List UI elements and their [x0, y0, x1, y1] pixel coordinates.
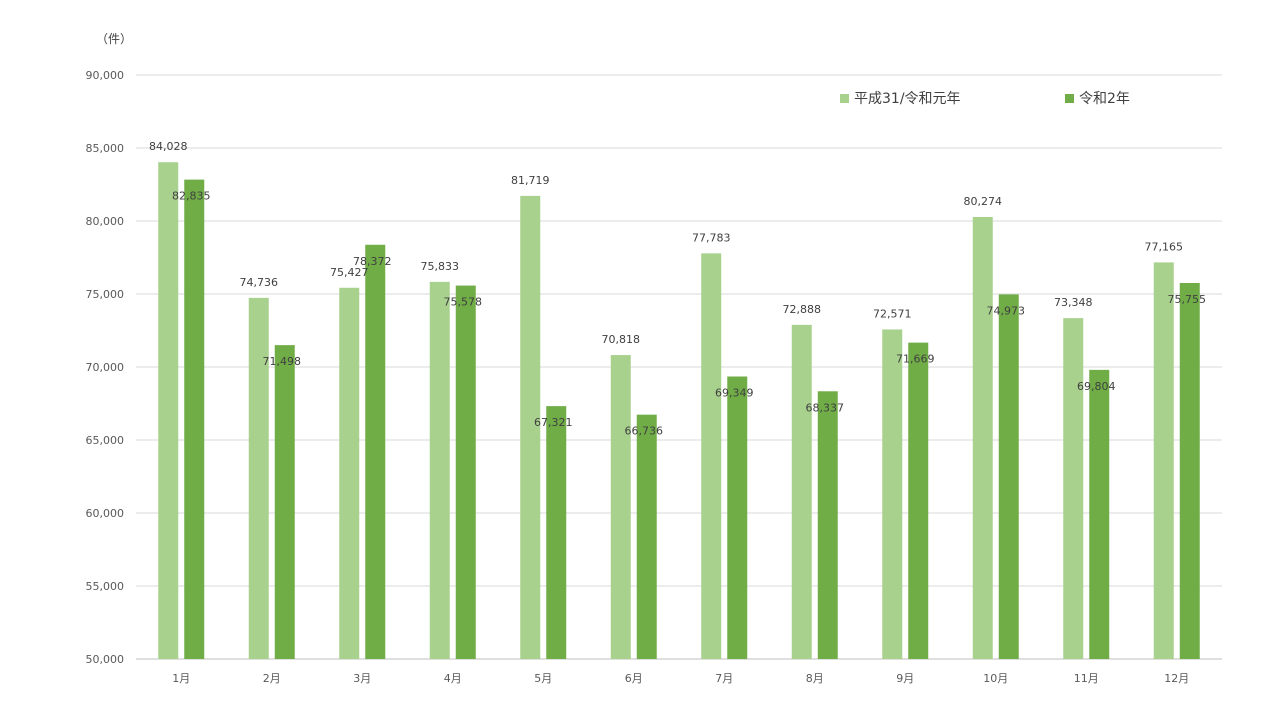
bar-series-2	[998, 294, 1019, 659]
x-tick-label: 12月	[1164, 672, 1189, 685]
bar-series-1	[1063, 318, 1084, 659]
data-label-series-2: 69,804	[1077, 380, 1116, 393]
legend-label-series-2: 令和2年	[1079, 91, 1130, 107]
data-label-series-1: 84,028	[149, 140, 188, 153]
data-label-series-1: 77,783	[692, 231, 731, 244]
bar-series-1	[429, 281, 450, 659]
bar-series-1	[791, 324, 812, 659]
bar-series-2	[184, 179, 205, 659]
bar-series-2	[817, 391, 838, 659]
data-label-series-2: 71,669	[896, 353, 935, 366]
bar-series-1	[520, 195, 541, 660]
data-label-series-1: 72,571	[873, 307, 912, 320]
y-tick-label: 90,000	[86, 69, 125, 82]
x-tick-label: 1月	[172, 672, 190, 685]
data-label-series-2: 75,755	[1168, 293, 1207, 306]
bar-series-2	[1089, 369, 1110, 659]
y-tick-label: 75,000	[86, 288, 125, 301]
legend-label-series-1: 平成31/令和元年	[854, 91, 961, 107]
bar-series-1	[248, 297, 269, 659]
data-label-series-2: 82,835	[172, 190, 211, 203]
bar-series-1	[1153, 262, 1174, 659]
y-tick-label: 55,000	[86, 580, 125, 593]
data-label-series-1: 74,736	[240, 276, 279, 289]
data-label-series-2: 71,498	[263, 355, 302, 368]
data-label-series-2: 69,349	[715, 387, 754, 400]
legend-swatch-series-2	[1065, 93, 1074, 103]
data-label-series-1: 75,833	[421, 260, 460, 273]
bar-series-2	[455, 285, 476, 659]
bar-series-1	[701, 253, 722, 659]
bar-series-2	[908, 342, 929, 659]
x-tick-label: 11月	[1074, 672, 1099, 685]
data-label-series-2: 67,321	[534, 416, 573, 429]
bar-series-1	[882, 329, 903, 659]
data-label-series-1: 72,888	[783, 303, 822, 316]
x-tick-label: 7月	[715, 672, 733, 685]
bar-series-1	[339, 287, 360, 659]
data-label-series-1: 81,719	[511, 174, 550, 187]
bar-series-2	[1179, 282, 1200, 659]
x-tick-label: 9月	[896, 672, 914, 685]
x-tick-label: 8月	[806, 672, 824, 685]
bar-series-1	[158, 162, 179, 659]
y-tick-label: 85,000	[86, 142, 125, 155]
data-label-series-1: 70,818	[602, 333, 641, 346]
y-tick-label: 50,000	[86, 653, 125, 666]
bar-series-2	[274, 345, 295, 659]
x-tick-label: 3月	[353, 672, 371, 685]
data-label-series-2: 75,578	[444, 296, 483, 309]
bar-series-2	[636, 414, 657, 659]
y-tick-label: 60,000	[86, 507, 125, 520]
data-label-series-1: 77,165	[1145, 240, 1184, 253]
legend-swatch-series-1	[840, 93, 849, 103]
legend-item-series-2: 令和2年	[1065, 88, 1130, 108]
y-tick-label: 80,000	[86, 215, 125, 228]
bar-series-2	[727, 376, 748, 659]
data-label-series-2: 74,973	[987, 304, 1026, 317]
y-tick-label: 65,000	[86, 434, 125, 447]
bar-series-2	[546, 406, 567, 659]
legend-item-series-1: 平成31/令和元年	[840, 88, 961, 108]
data-label-series-1: 80,274	[964, 195, 1003, 208]
data-label-series-2: 68,337	[806, 401, 845, 414]
data-label-series-1: 73,348	[1054, 296, 1093, 309]
data-label-series-2: 66,736	[625, 425, 664, 438]
bar-series-1	[610, 355, 631, 659]
data-label-series-1: 75,427	[330, 266, 369, 279]
x-tick-label: 6月	[625, 672, 643, 685]
data-label-series-2: 78,372	[353, 255, 392, 268]
x-tick-label: 4月	[444, 672, 462, 685]
x-tick-label: 2月	[263, 672, 281, 685]
bar-series-2	[365, 244, 386, 659]
y-tick-label: 70,000	[86, 361, 125, 374]
x-tick-label: 5月	[534, 672, 552, 685]
bar-series-1	[972, 216, 993, 659]
y-axis-unit-label: （件）	[96, 32, 133, 46]
x-tick-label: 10月	[983, 672, 1008, 685]
